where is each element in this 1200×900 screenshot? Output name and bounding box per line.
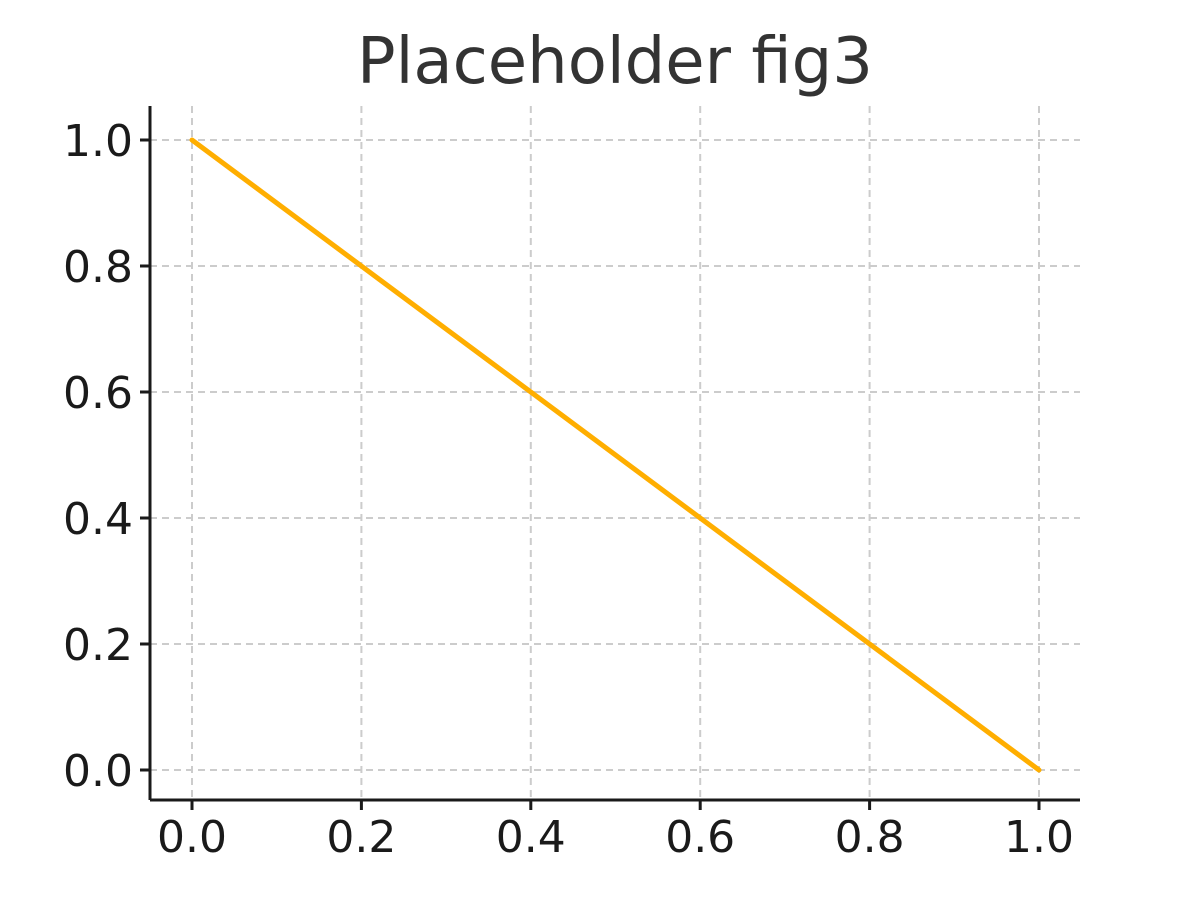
series-line-0 — [189, 137, 1042, 773]
x-tick-label: 0.2 — [326, 812, 396, 863]
x-tick-label: 1.0 — [1004, 812, 1074, 863]
y-tick-label: 0.0 — [63, 746, 133, 797]
x-tick-label: 0.0 — [157, 812, 227, 863]
chart-title: Placeholder fig3 — [357, 25, 873, 99]
tick-labels: 0.0 0.2 0.4 0.6 0.8 1.0 0.0 0.2 0.4 0.6 0.8 1.0 — [63, 116, 1074, 863]
x-tick-label: 0.6 — [665, 812, 735, 863]
x-tick-label: 0.8 — [835, 812, 905, 863]
y-tick-label: 0.6 — [63, 368, 133, 419]
y-tick-label: 1.0 — [63, 116, 133, 167]
series-layer — [189, 137, 1042, 773]
grid — [150, 106, 1080, 800]
x-tick-label: 0.4 — [496, 812, 566, 863]
y-tick-label: 0.8 — [63, 242, 133, 293]
y-tick-label: 0.2 — [63, 620, 133, 671]
axes — [140, 106, 1080, 810]
y-tick-label: 0.4 — [63, 494, 133, 545]
